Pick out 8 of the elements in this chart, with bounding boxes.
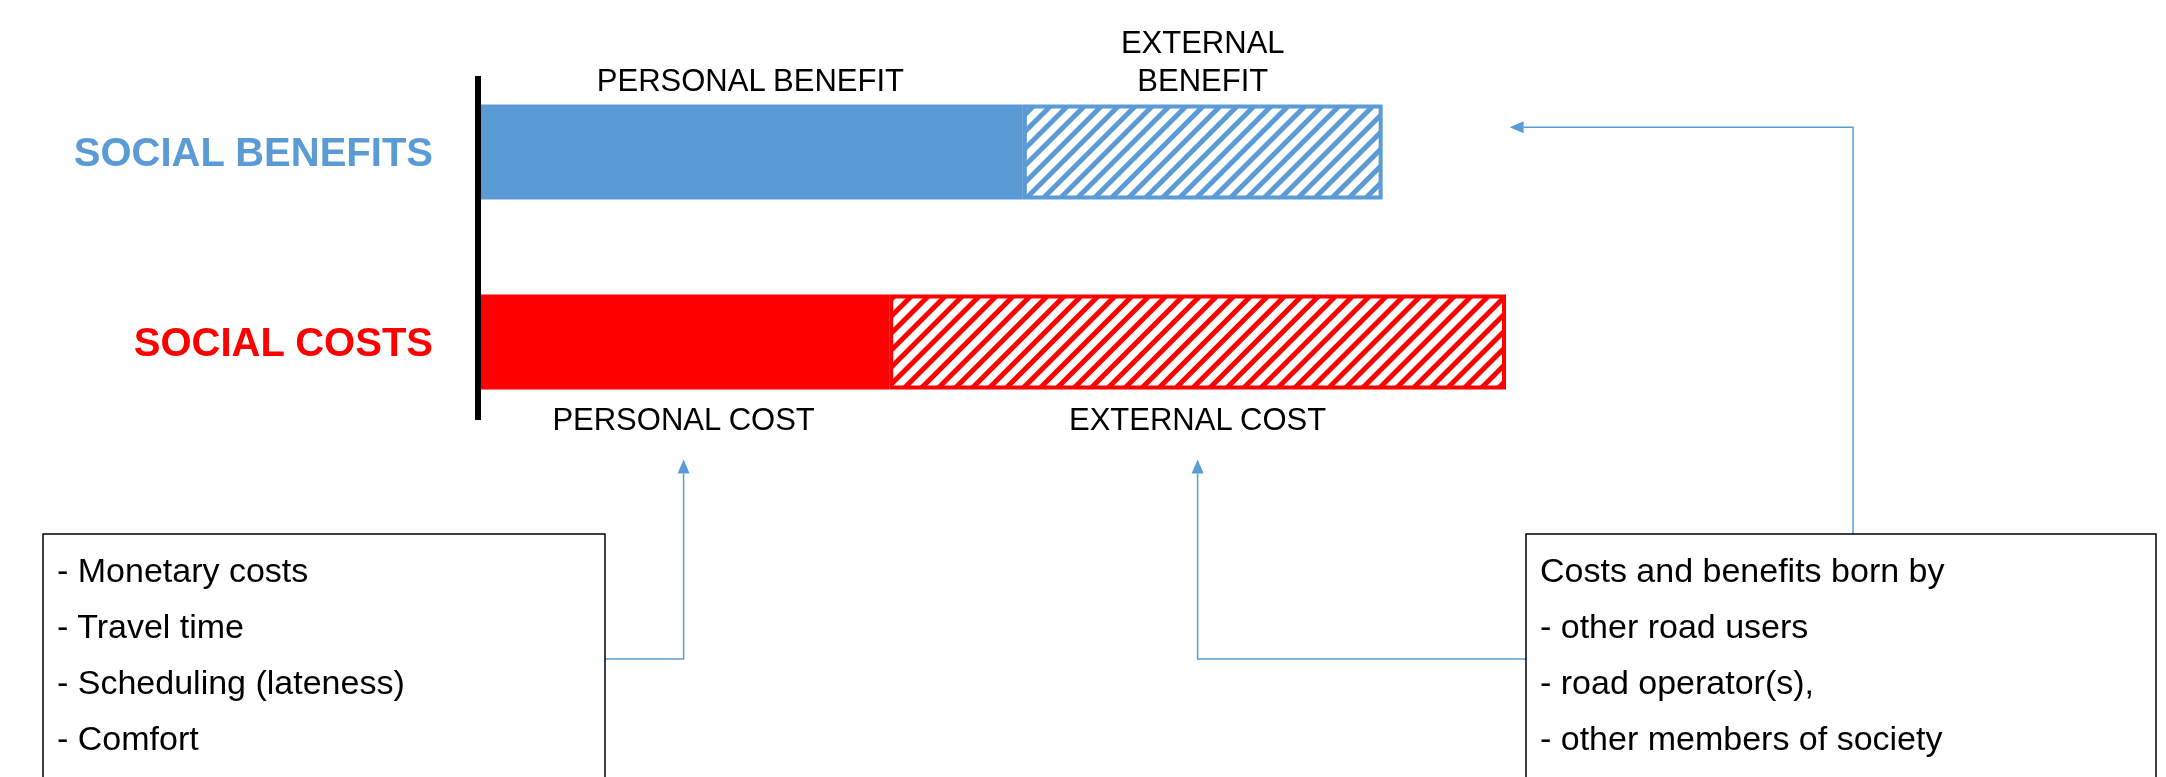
y-tick-label: SOCIAL BENEFITS bbox=[73, 130, 433, 174]
annotation: PERSONAL COST bbox=[552, 401, 815, 437]
annotation: EXTERNAL COST bbox=[1068, 401, 1327, 437]
annotation: EXTERNAL BENEFIT bbox=[1120, 24, 1285, 98]
annotation: PERSONAL BENEFIT bbox=[596, 62, 905, 98]
text: Costs and benefits born by - other road users - road operator(s), - other members of society bbox=[1540, 551, 1945, 757]
y-tick-label: SOCIAL COSTS bbox=[133, 320, 433, 364]
text: - Monetary costs - Travel time - Scheduling (lateness) - Comfort bbox=[57, 551, 405, 757]
